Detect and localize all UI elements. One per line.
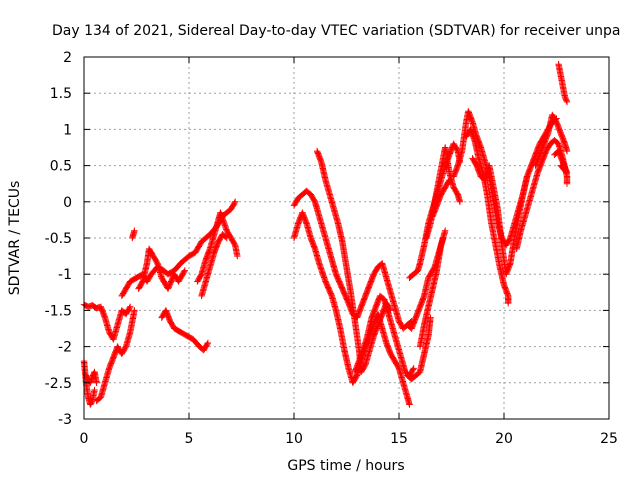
data-point — [410, 365, 417, 372]
data-point — [204, 339, 212, 347]
data-point — [131, 227, 138, 234]
data-point — [445, 178, 452, 185]
y-tick-label: -1.5 — [45, 303, 72, 319]
y-tick-label: -0.5 — [45, 231, 72, 247]
data-point — [446, 176, 453, 184]
data-point — [93, 379, 100, 386]
data-point — [232, 198, 239, 205]
data-point — [558, 163, 565, 170]
chart-title: Day 134 of 2021, Sidereal Day-to-day VTE… — [52, 23, 620, 39]
x-tick-label: 20 — [495, 431, 513, 447]
data-point — [234, 252, 241, 260]
y-tick-label: -3 — [58, 412, 72, 428]
y-tick-label: -2 — [58, 340, 72, 356]
y-tick-label: -1 — [58, 267, 72, 283]
data-point — [181, 267, 188, 274]
data-point — [442, 227, 449, 234]
y-tick-label: 1.5 — [50, 86, 72, 102]
y-tick-label: 0.5 — [50, 159, 72, 175]
x-axis-label: GPS time / hours — [287, 458, 404, 474]
data-point — [456, 198, 464, 205]
data-point — [180, 268, 188, 275]
data-point — [427, 314, 434, 321]
x-tick-label: 0 — [80, 431, 89, 447]
x-tick-label: 25 — [600, 431, 618, 447]
data-point — [557, 162, 564, 169]
data-point — [406, 401, 413, 408]
y-tick-label: 0 — [63, 195, 72, 211]
data-point — [223, 234, 230, 242]
y-tick-label: 1 — [63, 122, 72, 138]
x-tick-label: 5 — [185, 431, 194, 447]
data-point — [231, 199, 238, 207]
data-point — [563, 98, 571, 106]
y-axis-ticks: 2 1.5 1 0.5 0 -0.5 -1 -1.5 -2 -2.5 -3 — [45, 50, 609, 428]
data-point — [563, 147, 571, 155]
x-tick-label: 10 — [285, 431, 303, 447]
data-point — [563, 180, 571, 187]
data-point — [126, 304, 133, 312]
x-tick-label: 15 — [390, 431, 408, 447]
y-axis-label: SDTVAR / TECUs — [7, 181, 23, 296]
data-point — [523, 173, 531, 180]
data-point — [222, 233, 229, 241]
y-tick-label: -2.5 — [45, 376, 72, 392]
data-point — [563, 97, 570, 104]
data-point — [127, 303, 134, 310]
y-tick-label: 2 — [63, 50, 72, 66]
data-point — [409, 366, 417, 373]
data-point — [204, 340, 211, 348]
data-markers — [80, 61, 571, 408]
x-axis-ticks: 0 5 10 15 20 25 — [80, 57, 618, 447]
data-point — [91, 386, 98, 394]
data-point — [505, 299, 512, 307]
data-point — [131, 307, 138, 314]
